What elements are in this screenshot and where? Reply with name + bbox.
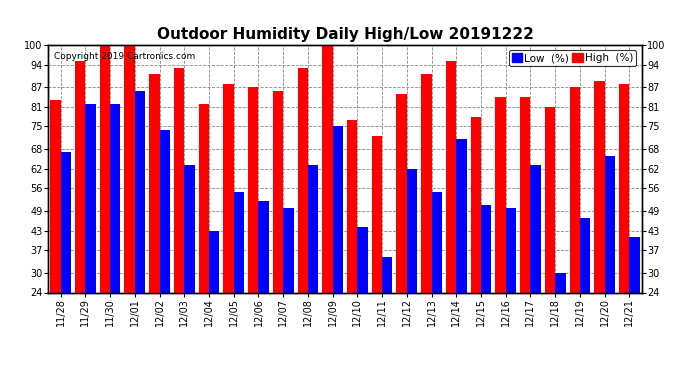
Bar: [234, 192, 244, 370]
Bar: [248, 87, 259, 370]
Bar: [297, 68, 308, 370]
Bar: [135, 91, 145, 370]
Bar: [333, 126, 343, 370]
Bar: [495, 97, 506, 370]
Bar: [124, 45, 135, 370]
Bar: [209, 231, 219, 370]
Bar: [184, 165, 195, 370]
Bar: [110, 104, 121, 370]
Bar: [520, 97, 531, 370]
Bar: [75, 61, 86, 370]
Bar: [159, 130, 170, 370]
Bar: [506, 208, 516, 370]
Bar: [446, 61, 456, 370]
Bar: [471, 117, 481, 370]
Bar: [308, 165, 318, 370]
Bar: [555, 273, 566, 370]
Title: Outdoor Humidity Daily High/Low 20191222: Outdoor Humidity Daily High/Low 20191222: [157, 27, 533, 42]
Bar: [224, 84, 234, 370]
Bar: [545, 107, 555, 370]
Bar: [86, 104, 96, 370]
Bar: [259, 201, 269, 370]
Bar: [531, 165, 541, 370]
Bar: [407, 169, 417, 370]
Bar: [594, 81, 604, 370]
Bar: [382, 256, 393, 370]
Bar: [431, 192, 442, 370]
Bar: [372, 136, 382, 370]
Bar: [456, 140, 466, 370]
Bar: [50, 100, 61, 370]
Bar: [421, 74, 431, 370]
Bar: [357, 227, 368, 370]
Bar: [149, 74, 159, 370]
Bar: [569, 87, 580, 370]
Bar: [174, 68, 184, 370]
Bar: [273, 91, 283, 370]
Bar: [283, 208, 293, 370]
Bar: [580, 217, 590, 370]
Bar: [100, 45, 110, 370]
Bar: [397, 94, 407, 370]
Bar: [322, 45, 333, 370]
Bar: [61, 153, 71, 370]
Bar: [629, 237, 640, 370]
Bar: [199, 104, 209, 370]
Legend: Low  (%), High  (%): Low (%), High (%): [509, 50, 636, 66]
Bar: [604, 156, 615, 370]
Text: Copyright 2019 Cartronics.com: Copyright 2019 Cartronics.com: [55, 53, 195, 62]
Bar: [347, 120, 357, 370]
Bar: [481, 205, 491, 370]
Bar: [619, 84, 629, 370]
